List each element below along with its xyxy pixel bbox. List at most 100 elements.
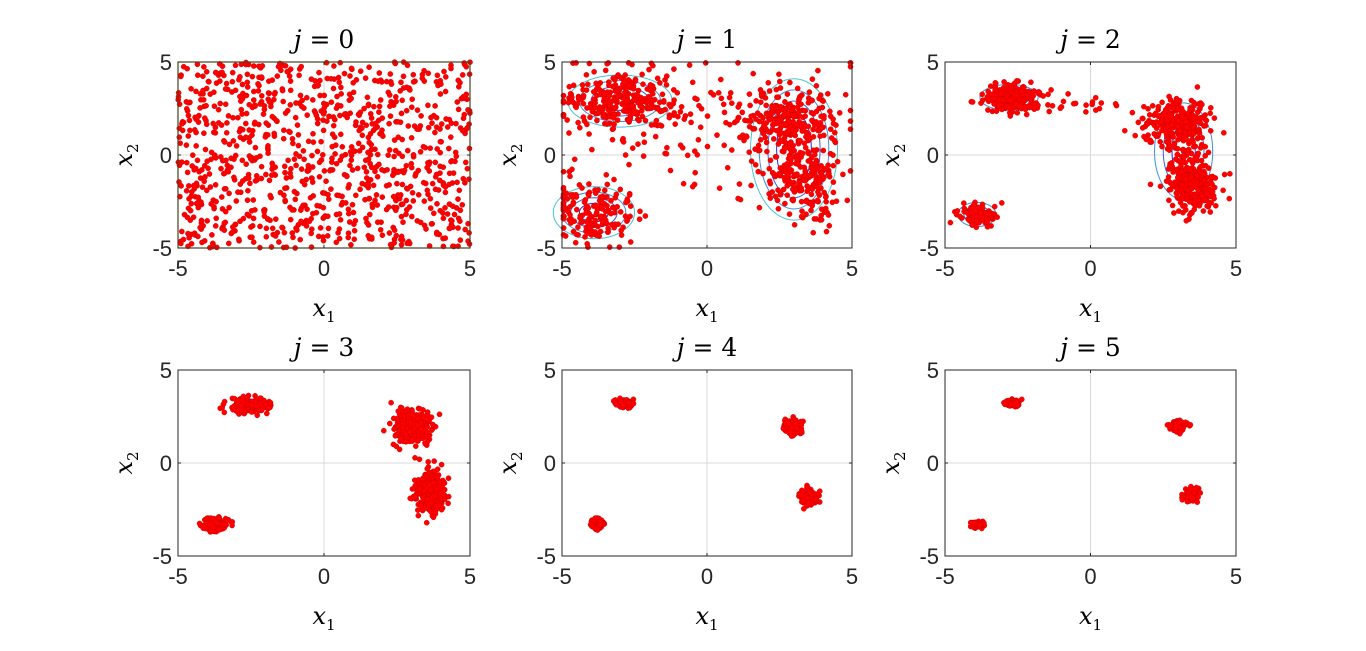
data-point (647, 95, 653, 101)
data-point (823, 205, 829, 212)
data-point (663, 82, 670, 88)
x-tick-label: 5 (846, 256, 858, 281)
data-point (386, 420, 393, 427)
data-point (393, 98, 399, 105)
y-tick-label: 5 (927, 50, 939, 75)
data-point (729, 147, 735, 153)
data-point (330, 85, 337, 92)
data-point (776, 71, 782, 77)
data-point (627, 203, 634, 209)
data-point (398, 213, 405, 220)
data-point (823, 198, 830, 205)
x-tick-label: -5 (168, 256, 188, 281)
title-variable: j (289, 25, 302, 54)
data-point (1174, 151, 1181, 158)
data-point (1203, 117, 1210, 124)
data-point (250, 239, 257, 245)
data-point (1207, 127, 1214, 134)
data-point (1146, 117, 1152, 124)
data-point (571, 156, 578, 163)
data-point (246, 139, 253, 145)
data-point (1152, 110, 1159, 117)
data-point (566, 130, 572, 136)
data-point (386, 182, 393, 188)
data-point (565, 99, 572, 106)
data-point (443, 116, 449, 122)
data-point (379, 127, 385, 133)
data-point (1147, 181, 1154, 188)
data-point (417, 219, 424, 226)
data-point (438, 121, 445, 127)
data-point (624, 97, 631, 103)
data-point (622, 90, 628, 96)
data-point (314, 148, 321, 155)
data-point (337, 157, 344, 163)
data-point (1018, 88, 1025, 95)
data-point (263, 225, 270, 232)
data-point (282, 169, 288, 176)
data-point (267, 217, 273, 224)
data-point (1153, 119, 1160, 125)
data-point (391, 137, 398, 143)
data-point (403, 107, 410, 114)
data-point (578, 219, 584, 226)
data-point (774, 94, 780, 100)
data-point (583, 210, 589, 216)
data-point (597, 522, 603, 528)
data-point (250, 215, 257, 222)
data-point (567, 173, 573, 180)
data-point (580, 92, 587, 99)
data-point (646, 105, 653, 112)
data-point (408, 104, 415, 110)
data-point (782, 139, 788, 145)
data-point (263, 233, 270, 240)
data-point (398, 79, 404, 86)
data-point (764, 148, 770, 155)
data-point (249, 132, 255, 138)
data-point (593, 209, 600, 216)
data-point (213, 198, 219, 205)
data-point (298, 218, 304, 225)
data-point (279, 87, 286, 94)
data-point (229, 69, 236, 76)
data-point (395, 119, 401, 125)
data-point (583, 72, 590, 78)
data-point (596, 87, 603, 93)
data-point (250, 63, 257, 69)
data-point (178, 228, 185, 235)
data-point (1169, 181, 1175, 188)
data-point (735, 195, 741, 202)
data-point (762, 95, 769, 101)
data-point (454, 99, 461, 105)
data-point (688, 119, 694, 126)
data-point (239, 178, 246, 184)
y-tick-label: -5 (152, 544, 172, 569)
data-point (423, 226, 429, 232)
data-point (293, 162, 299, 169)
data-point (212, 130, 219, 136)
data-point (363, 175, 370, 181)
data-point (304, 112, 311, 118)
data-point (263, 120, 270, 126)
data-point (618, 398, 624, 405)
data-point (237, 218, 243, 225)
data-point (603, 171, 610, 178)
data-point (664, 73, 670, 79)
data-point (767, 117, 773, 123)
data-point (240, 393, 247, 400)
data-point (627, 115, 634, 122)
data-point (411, 493, 417, 500)
data-point (1045, 91, 1051, 98)
data-point (741, 137, 747, 144)
data-point (330, 122, 337, 129)
data-point (287, 102, 294, 108)
data-point (423, 519, 430, 526)
data-point (372, 120, 379, 127)
data-point (188, 189, 195, 195)
data-point (335, 229, 341, 236)
data-point (460, 93, 467, 100)
x-tick-label: 0 (318, 256, 330, 281)
data-point (187, 207, 194, 214)
data-point (796, 95, 803, 102)
